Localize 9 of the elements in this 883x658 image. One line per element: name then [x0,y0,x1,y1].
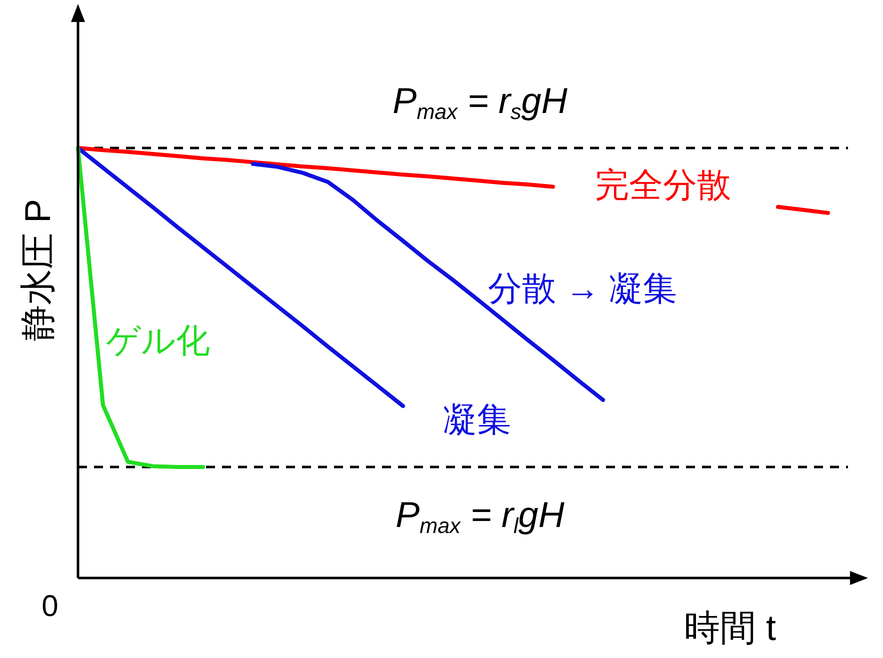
series-label: 完全分散 [595,166,731,205]
series-label: 分散 → 凝集 [488,270,677,308]
x-axis-title: 時間 t [684,607,776,648]
ref-line-label: P$_{max}$ = r$_{l}$gH [396,494,566,539]
ref-line-label: P$_{max}$ = r$_{s}$gH [392,80,568,124]
series-label: ゲル化 [106,322,210,360]
text: 0 [42,590,58,623]
y-axis-title: 静水圧 P [17,198,58,342]
series-label: 凝集 [443,401,511,439]
